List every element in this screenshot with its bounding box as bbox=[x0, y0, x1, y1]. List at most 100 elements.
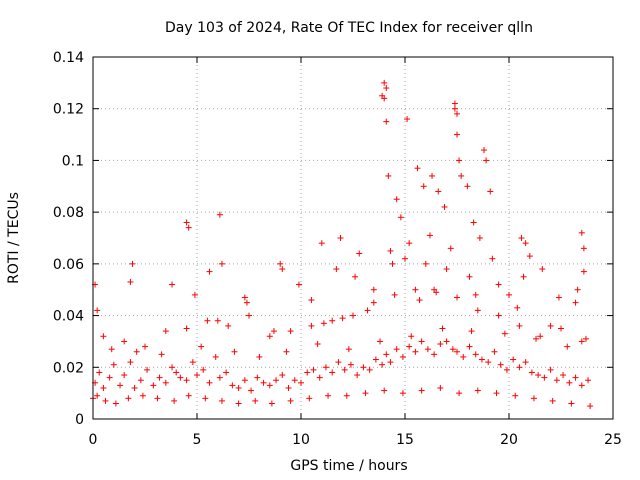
data-point bbox=[460, 353, 467, 360]
data-point bbox=[522, 359, 529, 366]
data-point bbox=[183, 325, 190, 332]
data-point bbox=[100, 384, 107, 391]
data-point bbox=[393, 346, 400, 353]
data-point bbox=[216, 211, 223, 218]
data-point bbox=[399, 353, 406, 360]
data-point bbox=[489, 255, 496, 262]
data-point bbox=[391, 291, 398, 298]
data-point bbox=[399, 390, 406, 397]
data-point bbox=[318, 240, 325, 247]
data-point bbox=[225, 322, 232, 329]
data-point bbox=[408, 333, 415, 340]
data-point bbox=[243, 299, 250, 306]
data-point bbox=[431, 286, 438, 293]
data-point bbox=[383, 351, 390, 358]
data-point bbox=[370, 299, 377, 306]
data-point bbox=[235, 384, 242, 391]
data-point bbox=[535, 372, 542, 379]
data-point bbox=[458, 172, 465, 179]
data-point bbox=[501, 330, 508, 337]
data-point bbox=[468, 328, 475, 335]
data-point bbox=[102, 397, 109, 404]
data-point bbox=[333, 266, 340, 273]
data-point bbox=[360, 364, 367, 371]
data-point bbox=[416, 297, 423, 304]
data-point bbox=[379, 361, 386, 368]
data-point bbox=[447, 245, 454, 252]
data-point bbox=[431, 351, 438, 358]
data-point bbox=[537, 333, 544, 340]
data-point bbox=[547, 322, 554, 329]
data-point bbox=[212, 353, 219, 360]
y-axis-title: ROTI / TECUs bbox=[6, 192, 22, 284]
data-point bbox=[254, 374, 261, 381]
data-point bbox=[533, 335, 540, 342]
data-point bbox=[474, 307, 481, 314]
data-point bbox=[129, 260, 136, 267]
data-point bbox=[100, 333, 107, 340]
data-point bbox=[397, 214, 404, 221]
data-point bbox=[279, 372, 286, 379]
data-point bbox=[335, 359, 342, 366]
data-point bbox=[256, 353, 263, 360]
data-point bbox=[429, 172, 436, 179]
data-point bbox=[516, 364, 523, 371]
data-point bbox=[418, 387, 425, 394]
x-axis-title: GPS time / hours bbox=[290, 458, 407, 474]
data-point bbox=[372, 356, 379, 363]
data-point bbox=[574, 286, 581, 293]
data-point bbox=[510, 356, 517, 363]
data-point bbox=[356, 250, 363, 257]
data-point bbox=[191, 291, 198, 298]
data-point bbox=[491, 348, 498, 355]
data-point bbox=[117, 382, 124, 389]
y-tick-label: 0 bbox=[75, 412, 84, 428]
data-point bbox=[582, 335, 589, 342]
data-point bbox=[268, 400, 275, 407]
data-point bbox=[306, 395, 313, 402]
data-point bbox=[241, 377, 248, 384]
data-point bbox=[520, 273, 527, 280]
data-point bbox=[566, 379, 573, 386]
data-point bbox=[194, 372, 200, 379]
data-point bbox=[478, 356, 485, 363]
data-point bbox=[506, 291, 512, 298]
data-point bbox=[133, 348, 140, 355]
x-tick-label: 0 bbox=[89, 432, 98, 448]
data-point bbox=[246, 312, 252, 319]
data-point bbox=[512, 392, 519, 399]
x-axis-ticks: 0 5 10 15 20 25 bbox=[89, 57, 622, 448]
data-point bbox=[189, 359, 196, 366]
data-point bbox=[495, 281, 502, 288]
data-point bbox=[439, 325, 446, 332]
data-point bbox=[516, 322, 523, 329]
data-point bbox=[412, 286, 419, 293]
data-point bbox=[454, 131, 460, 138]
data-point bbox=[144, 366, 151, 373]
data-point bbox=[381, 79, 388, 86]
data-point bbox=[383, 85, 390, 92]
data-point bbox=[308, 297, 315, 304]
data-point bbox=[387, 359, 394, 366]
data-point bbox=[235, 400, 242, 407]
data-point bbox=[412, 348, 419, 355]
data-point bbox=[414, 165, 421, 172]
x-tick-label: 20 bbox=[500, 432, 518, 448]
y-tick-label: 0.14 bbox=[53, 50, 84, 66]
data-point bbox=[530, 395, 537, 402]
data-point bbox=[131, 384, 138, 391]
data-point bbox=[370, 286, 377, 293]
data-point bbox=[503, 366, 510, 373]
data-point bbox=[437, 384, 444, 391]
y-tick-label: 0.02 bbox=[53, 360, 84, 376]
data-point bbox=[385, 172, 392, 179]
data-point bbox=[94, 307, 101, 314]
data-point bbox=[325, 392, 332, 399]
data-point bbox=[218, 397, 225, 404]
data-point bbox=[476, 235, 483, 241]
data-point bbox=[466, 343, 473, 350]
data-point bbox=[345, 346, 352, 353]
y-tick-label: 0.04 bbox=[53, 309, 84, 325]
data-point bbox=[377, 338, 384, 345]
data-point bbox=[110, 361, 117, 368]
